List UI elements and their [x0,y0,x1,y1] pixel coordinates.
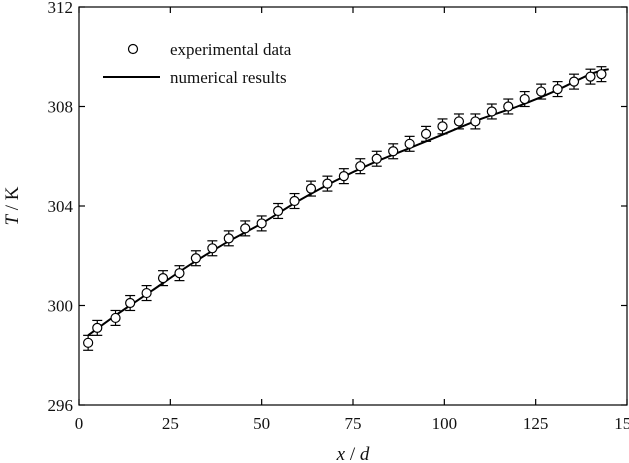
data-point [371,153,382,164]
x-axis-var: x [336,444,346,463]
numerical-results-line [87,68,609,337]
data-point [470,116,481,127]
x-tick-label: 125 [523,414,549,433]
data-point [174,268,185,279]
data-point [207,243,218,254]
data-point [536,86,547,97]
y-axis-sep: / [2,200,23,215]
y-tick-label: 304 [48,197,74,216]
numerical-results-series [87,68,609,337]
experimental-data-series [83,66,607,351]
y-tick-label: 300 [48,297,74,316]
data-point [240,223,251,234]
legend: experimental data numerical results [103,40,292,87]
x-tick-label: 25 [162,414,179,433]
data-point [596,69,607,80]
data-point [289,195,300,207]
y-axis-title: T / K [2,186,23,225]
data-point [83,337,94,348]
data-point [453,116,465,127]
x-tick-label: 150 [614,414,629,433]
y-tick-label: 296 [48,396,74,415]
data-point [125,297,136,309]
data-point [190,253,202,264]
data-point [92,322,103,333]
data-point [437,121,448,132]
data-point [420,128,432,139]
data-point [552,83,563,95]
data-point [110,312,121,324]
data-point [256,218,267,229]
data-point [404,138,415,149]
x-tick-label: 100 [432,414,458,433]
data-point [568,76,580,87]
data-point [141,287,152,299]
data-point [322,178,333,189]
x-tick-label: 0 [75,414,84,433]
y-tick-label: 308 [48,98,74,117]
data-point [585,71,596,82]
legend-label-experimental: experimental data [170,40,292,59]
y-axis-ticks: 296 300 304 308 312 [48,0,627,415]
plot-frame [78,6,628,406]
data-point [223,233,234,244]
y-axis-var: T [2,214,23,226]
y-tick-label: 312 [48,0,74,17]
data-point [355,161,366,172]
data-point [338,171,349,182]
x-axis-unit: d [360,444,370,463]
data-point [503,101,514,112]
x-tick-label: 50 [253,414,270,433]
x-axis-title: x / d [336,444,370,463]
y-axis-unit: K [2,186,23,200]
x-axis-sep: / [345,444,360,463]
x-tick-label: 75 [345,414,362,433]
data-point [519,93,530,105]
data-point [486,106,497,117]
data-point [388,146,399,157]
legend-label-numerical: numerical results [170,68,287,87]
data-point [305,183,317,194]
data-point [157,273,169,284]
data-point [273,205,284,217]
legend-marker-circle [127,43,139,55]
x-axis-ticks: 0 25 50 75 100 125 150 [75,7,629,433]
